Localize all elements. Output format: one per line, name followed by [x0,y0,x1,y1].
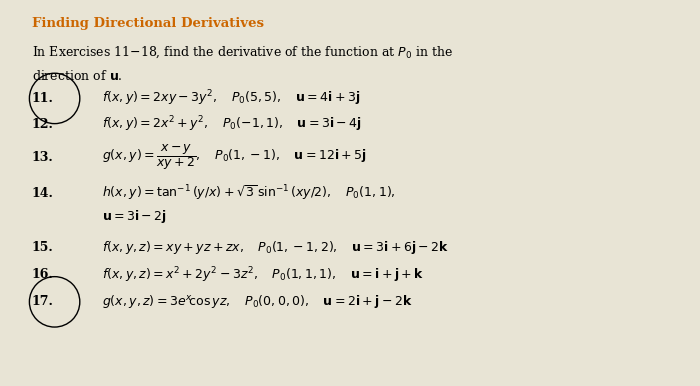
Text: 14.: 14. [32,187,53,200]
Text: In Exercises 11$-$18, find the derivative of the function at $P_0$ in the: In Exercises 11$-$18, find the derivativ… [32,44,452,60]
Text: $f(x, y, z) = x^2 + 2y^2 - 3z^2, \quad P_0(1, 1, 1), \quad \mathbf{u} = \mathbf{: $f(x, y, z) = x^2 + 2y^2 - 3z^2, \quad P… [102,265,424,284]
Text: $f(x, y, z) = xy + yz + zx, \quad P_0(1, -1, 2), \quad \mathbf{u} = 3\mathbf{i} : $f(x, y, z) = xy + yz + zx, \quad P_0(1,… [102,239,449,256]
Text: $h(x, y) = \tan^{-1}(y/x) + \sqrt{3}\,\sin^{-1}(xy/2), \quad P_0(1, 1),$: $h(x, y) = \tan^{-1}(y/x) + \sqrt{3}\,\s… [102,184,395,203]
Text: $f(x, y) = 2x^2 + y^2, \quad P_0(-1, 1), \quad \mathbf{u} = 3\mathbf{i} - 4\math: $f(x, y) = 2x^2 + y^2, \quad P_0(-1, 1),… [102,115,361,134]
Text: 15.: 15. [32,241,53,254]
Text: 11.: 11. [32,92,53,105]
Text: 13.: 13. [32,151,53,164]
Text: 12.: 12. [32,118,53,131]
Text: 16.: 16. [32,268,53,281]
Text: $g(x, y, z) = 3e^x\!\cos yz, \quad P_0(0, 0, 0), \quad \mathbf{u} = 2\mathbf{i} : $g(x, y, z) = 3e^x\!\cos yz, \quad P_0(0… [102,293,412,310]
Text: Finding Directional Derivatives: Finding Directional Derivatives [32,17,263,30]
Text: $g(x, y) = \dfrac{x - y}{xy + 2}, \quad P_0(1, -1), \quad \mathbf{u} = 12\mathbf: $g(x, y) = \dfrac{x - y}{xy + 2}, \quad … [102,142,366,173]
Text: direction of $\mathbf{u}$.: direction of $\mathbf{u}$. [32,69,122,83]
Text: 17.: 17. [32,295,53,308]
Text: $f(x, y) = 2xy - 3y^2, \quad P_0(5, 5), \quad \mathbf{u} = 4\mathbf{i} + 3\mathb: $f(x, y) = 2xy - 3y^2, \quad P_0(5, 5), … [102,89,360,108]
Text: $\mathbf{u} = 3\mathbf{i} - 2\mathbf{j}$: $\mathbf{u} = 3\mathbf{i} - 2\mathbf{j}$ [102,208,167,225]
